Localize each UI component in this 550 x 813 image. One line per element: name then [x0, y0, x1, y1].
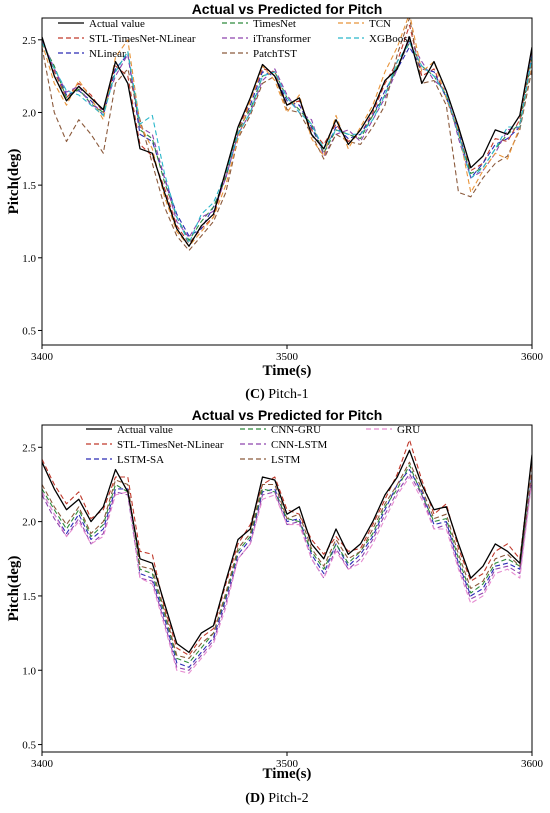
series-line-cnn-gru — [42, 464, 532, 664]
chart-title: Actual vs Predicted for Pitch — [192, 407, 383, 423]
y-tick-label: 1.5 — [22, 591, 36, 603]
chart-panel-2: Actual vs Predicted for Pitch 3400 3500 360… — [6, 407, 544, 806]
x-tick-label: 3600 — [521, 351, 544, 363]
legend-label: LSTM-SA — [117, 454, 164, 466]
series-line-actual-value — [42, 36, 532, 247]
legend-label: STL-TimesNet-NLinear — [89, 33, 196, 45]
figure-caption: (D) Pitch-2 — [245, 791, 308, 806]
series-line-nlinear — [42, 39, 532, 237]
x-axis-label: Time(s) — [263, 766, 312, 782]
y-tick-label: 2.0 — [22, 107, 36, 119]
series-line-timesnet — [42, 42, 532, 241]
series-group — [42, 439, 532, 674]
series-line-tcn — [42, 18, 532, 247]
series-line-gru — [42, 476, 532, 674]
x-tick-label: 3500 — [276, 351, 299, 363]
legend-label: STL-TimesNet-NLinear — [117, 439, 224, 451]
legend-label: Actual value — [89, 18, 145, 30]
legend-label: PatchTST — [253, 48, 297, 60]
legend-label: TimesNet — [253, 18, 296, 30]
series-line-actual-value — [42, 449, 532, 654]
legend-label: CNN-GRU — [271, 424, 321, 436]
caption-letter: (C) — [245, 387, 265, 402]
legend-label: XGBoost — [369, 33, 411, 45]
series-line-stl-timesnet-nlinear — [42, 439, 532, 656]
series-line-lstm — [42, 461, 532, 659]
legend: Actual value STL-TimesNet-NLinear LSTM-SA C… — [86, 424, 420, 466]
caption-text: Pitch-1 — [265, 387, 309, 402]
y-tick-label: 1.0 — [22, 253, 36, 265]
y-tick-label: 1.0 — [22, 665, 36, 677]
series-line-lstm-sa — [42, 469, 532, 668]
chart-panel-1: Actual vs Predicted for Pitch 3400 3500 360… — [6, 1, 544, 402]
y-tick-label: 2.5 — [22, 35, 36, 47]
y-tick-label: 0.5 — [22, 325, 36, 337]
y-tick-label: 2.5 — [22, 442, 36, 454]
plot-frame — [41, 17, 533, 346]
x-tick-label: 3500 — [276, 758, 299, 770]
legend-label: GRU — [397, 424, 420, 436]
legend-label: Actual value — [117, 424, 173, 436]
chart-title: Actual vs Predicted for Pitch — [192, 1, 383, 17]
series-line-patchtst — [42, 18, 532, 252]
legend-label: CNN-LSTM — [271, 439, 327, 451]
plot-frame — [41, 424, 533, 753]
legend: Actual value STL-TimesNet-NLinear NLinear T… — [58, 18, 411, 60]
y-tick-label: 2.0 — [22, 517, 36, 529]
series-line-xgboost — [42, 42, 532, 244]
caption-letter: (D) — [245, 791, 265, 806]
x-tick-label: 3400 — [31, 758, 54, 770]
series-line-stl-timesnet-nlinear — [42, 24, 532, 244]
series-group — [42, 18, 532, 252]
y-tick-label: 1.5 — [22, 180, 36, 192]
caption-text: Pitch-2 — [265, 791, 309, 806]
legend-label: iTransformer — [253, 33, 311, 45]
x-tick-label: 3600 — [521, 758, 544, 770]
x-tick-label: 3400 — [31, 351, 54, 363]
legend-label: NLinear — [89, 48, 126, 60]
figure-caption: (C) Pitch-1 — [245, 387, 308, 402]
y-axis-label: Pitch(deg) — [6, 149, 22, 215]
x-axis-label: Time(s) — [263, 363, 312, 379]
y-axis-label: Pitch(deg) — [6, 556, 22, 622]
y-tick-label: 0.5 — [22, 740, 36, 752]
legend-label: LSTM — [271, 454, 301, 466]
legend-label: TCN — [369, 18, 391, 30]
series-line-cnn-lstm — [42, 473, 532, 671]
